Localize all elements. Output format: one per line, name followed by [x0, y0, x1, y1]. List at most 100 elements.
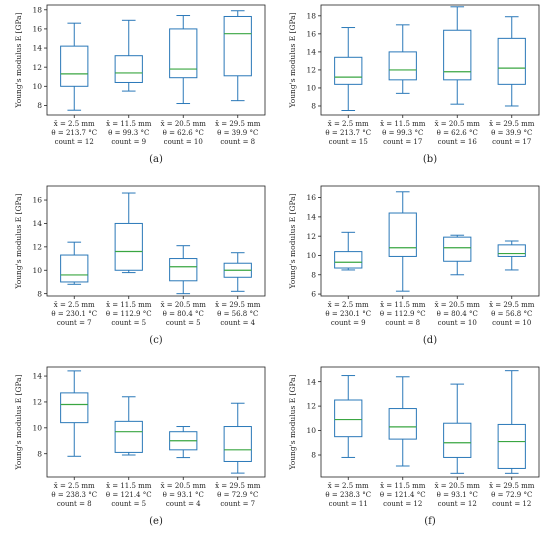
iqr-box — [60, 254, 89, 283]
iqr-box — [169, 28, 198, 79]
box-2 — [114, 396, 143, 456]
box-3 — [443, 234, 472, 276]
chart-panel: 8 10 12 14 16 18 Young's modulus E [GPa] x̄ = 2… — [14, 4, 266, 165]
category-label-line: x̄ = 29.5 mm — [215, 301, 261, 309]
box-4 — [497, 240, 526, 271]
box-1 — [60, 370, 89, 457]
category-label-line: x̄ = 11.5 mm — [106, 301, 152, 309]
y-tick-label: 16 — [32, 196, 42, 205]
iqr-box — [388, 51, 417, 81]
y-tick-label: 18 — [32, 5, 42, 14]
y-tick-label: 16 — [32, 25, 42, 34]
box-3 — [169, 245, 198, 295]
y-tick-label: 12 — [306, 402, 316, 411]
category-label-line: x̄ = 2.5 mm — [328, 301, 369, 309]
category-label-line: count = 5 — [111, 500, 146, 508]
category-label-line: x̄ = 20.5 mm — [435, 120, 481, 128]
category-label-line: x̄ = 11.5 mm — [106, 120, 152, 128]
y-tick-label: 10 — [32, 266, 42, 275]
category-label-line: count = 9 — [111, 138, 146, 146]
box-1 — [60, 22, 89, 111]
category-label-line: x̄ = 20.5 mm — [435, 482, 481, 490]
category-label-line: x̄ = 11.5 mm — [106, 482, 152, 490]
iqr-box — [334, 399, 363, 438]
y-axis-label: Young's modulus E [GPa] — [14, 193, 23, 289]
category-label-line: x̄ = 2.5 mm — [54, 482, 95, 490]
category-label-line: count = 10 — [492, 319, 531, 327]
category-label-line: θ = 238.3 °C — [325, 491, 371, 499]
category-label-line: count = 8 — [220, 138, 255, 146]
box-3 — [169, 15, 198, 105]
y-tick-label: 14 — [306, 212, 316, 221]
box-1 — [60, 241, 89, 285]
chart-panel: 6 8 10 12 14 16 Young's modulus E [GPa] x̄ = 2.… — [288, 185, 540, 346]
y-axis-label: Young's modulus E [GPa] — [288, 374, 297, 470]
plot-frame — [46, 185, 266, 297]
panel-label: (c) — [149, 335, 163, 346]
panel-label: (f) — [424, 516, 436, 527]
y-tick-label: 10 — [306, 84, 316, 93]
chart-panel: 8 10 12 14 16 Young's modulus E [GPa] x̄ = 2.5… — [14, 185, 266, 346]
iqr-box — [60, 45, 89, 87]
category-label-line: count = 12 — [55, 138, 94, 146]
y-tick-label: 18 — [306, 11, 316, 20]
panel-label: (b) — [423, 154, 437, 165]
panel-label: (a) — [149, 154, 163, 165]
category-label-line: θ = 39.9 °C — [217, 129, 258, 137]
box-2 — [114, 192, 143, 274]
iqr-box — [443, 236, 472, 262]
category-label-line: x̄ = 2.5 mm — [54, 301, 95, 309]
y-tick-label: 10 — [306, 426, 316, 435]
iqr-box — [443, 422, 472, 458]
y-tick-label: 12 — [32, 398, 42, 407]
category-label-line: x̄ = 11.5 mm — [380, 301, 426, 309]
box-1 — [334, 375, 363, 458]
y-tick-label: 6 — [311, 290, 316, 299]
category-label-line: count = 8 — [57, 500, 92, 508]
category-label-line: x̄ = 2.5 mm — [54, 120, 95, 128]
category-label-line: count = 15 — [329, 138, 368, 146]
box-2 — [388, 24, 417, 94]
y-tick-label: 8 — [311, 451, 316, 460]
box-1 — [334, 231, 363, 271]
category-label-line: θ = 56.8 °C — [217, 310, 258, 318]
panel-label: (d) — [423, 335, 437, 346]
iqr-box — [388, 212, 417, 257]
box-3 — [443, 383, 472, 474]
category-label-line: θ = 72.9 °C — [217, 491, 258, 499]
y-tick-label: 10 — [32, 82, 42, 91]
category-label-line: θ = 238.3 °C — [51, 491, 97, 499]
plot-frame — [320, 185, 540, 297]
category-label-line: θ = 112.9 °C — [106, 310, 152, 318]
y-tick-label: 12 — [32, 242, 42, 251]
category-label-line: count = 10 — [438, 319, 477, 327]
iqr-box — [114, 55, 143, 83]
category-label-line: x̄ = 20.5 mm — [435, 301, 481, 309]
chart-panel: 8 10 12 14 16 18 Young's modulus E [GPa] x̄ = 2… — [288, 4, 540, 165]
category-label-line: x̄ = 2.5 mm — [328, 482, 369, 490]
iqr-box — [497, 37, 526, 85]
box-3 — [443, 6, 472, 105]
category-label-line: count = 16 — [438, 138, 478, 146]
category-label-line: x̄ = 29.5 mm — [489, 301, 535, 309]
category-label-line: count = 9 — [331, 319, 366, 327]
box-4 — [497, 16, 526, 107]
category-label-line: x̄ = 29.5 mm — [215, 120, 261, 128]
category-label-line: count = 4 — [220, 319, 255, 327]
y-tick-label: 16 — [306, 193, 316, 202]
category-label-line: x̄ = 11.5 mm — [380, 120, 426, 128]
box-4 — [223, 402, 252, 474]
category-label-line: θ = 39.9 °C — [491, 129, 532, 137]
category-label-line: θ = 213.7 °C — [325, 129, 371, 137]
plot-frame — [46, 366, 266, 478]
category-label-line: x̄ = 29.5 mm — [215, 482, 261, 490]
y-tick-label: 14 — [32, 44, 42, 53]
category-label-line: x̄ = 20.5 mm — [161, 301, 207, 309]
category-label-line: count = 12 — [383, 500, 422, 508]
category-label-line: θ = 93.1 °C — [437, 491, 478, 499]
y-axis-label: Young's modulus E [GPa] — [288, 12, 297, 108]
iqr-box — [223, 15, 252, 77]
category-label-line: count = 17 — [492, 138, 531, 146]
box-2 — [388, 376, 417, 467]
